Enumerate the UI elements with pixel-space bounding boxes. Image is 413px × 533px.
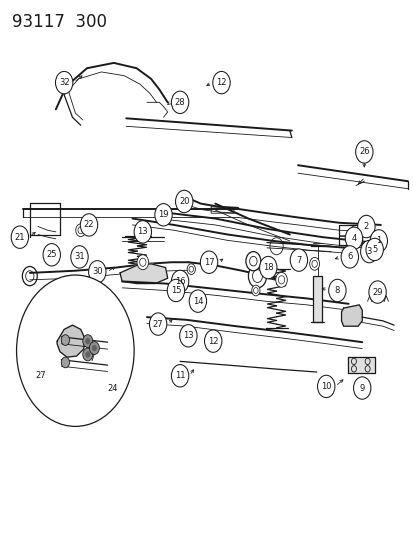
Text: 12: 12: [207, 337, 218, 345]
Text: 6: 6: [347, 253, 351, 261]
Text: 18: 18: [262, 263, 273, 272]
FancyBboxPatch shape: [313, 276, 321, 322]
Circle shape: [71, 246, 88, 268]
Text: 5: 5: [371, 245, 376, 254]
Text: 14: 14: [192, 297, 203, 305]
Text: 25: 25: [46, 251, 57, 259]
Text: 28: 28: [174, 98, 185, 107]
Circle shape: [175, 190, 192, 213]
Text: 26: 26: [358, 148, 369, 156]
Circle shape: [137, 255, 148, 270]
Text: 17: 17: [203, 258, 214, 266]
Text: 27: 27: [152, 320, 163, 328]
Polygon shape: [57, 325, 85, 357]
Text: 20: 20: [178, 197, 189, 206]
Circle shape: [360, 240, 377, 263]
Circle shape: [69, 329, 86, 351]
Text: 4: 4: [351, 234, 356, 243]
Circle shape: [259, 256, 276, 279]
Circle shape: [76, 224, 85, 237]
Text: 93117  300: 93117 300: [12, 13, 107, 31]
Circle shape: [104, 377, 121, 399]
Circle shape: [275, 272, 287, 287]
Circle shape: [89, 342, 99, 354]
Text: 32: 32: [59, 78, 69, 87]
Circle shape: [32, 365, 49, 387]
Circle shape: [80, 214, 97, 236]
Text: 29: 29: [371, 288, 382, 296]
Text: 8: 8: [334, 286, 339, 295]
Circle shape: [61, 335, 69, 345]
Text: 11: 11: [174, 372, 185, 380]
Circle shape: [344, 227, 362, 249]
Circle shape: [154, 204, 172, 226]
Polygon shape: [120, 264, 167, 284]
Circle shape: [290, 249, 307, 271]
Circle shape: [61, 357, 69, 368]
Circle shape: [355, 141, 372, 163]
Circle shape: [134, 221, 151, 243]
Circle shape: [171, 365, 188, 387]
Text: 27: 27: [35, 372, 46, 380]
Circle shape: [83, 348, 93, 361]
Circle shape: [212, 71, 230, 94]
Circle shape: [85, 338, 90, 344]
Text: 16: 16: [174, 277, 185, 286]
Text: 30: 30: [92, 268, 102, 276]
Text: 2: 2: [363, 222, 368, 231]
Circle shape: [167, 279, 184, 302]
Polygon shape: [347, 357, 374, 373]
Circle shape: [11, 226, 28, 248]
Circle shape: [43, 244, 60, 266]
Text: 9: 9: [359, 384, 364, 392]
Circle shape: [171, 91, 188, 114]
Circle shape: [83, 347, 100, 369]
Circle shape: [369, 230, 387, 252]
Text: 12: 12: [216, 78, 226, 87]
Circle shape: [248, 264, 266, 288]
Circle shape: [55, 71, 73, 94]
Circle shape: [83, 335, 93, 348]
Polygon shape: [341, 305, 361, 326]
Text: 7: 7: [89, 354, 94, 362]
Circle shape: [368, 281, 385, 303]
Text: 3: 3: [366, 247, 371, 256]
Circle shape: [92, 345, 97, 351]
Circle shape: [251, 285, 259, 296]
Circle shape: [187, 264, 195, 274]
Circle shape: [204, 330, 221, 352]
Text: 13: 13: [183, 332, 193, 340]
Circle shape: [17, 275, 134, 426]
Circle shape: [357, 215, 374, 238]
Text: 21: 21: [14, 233, 25, 241]
Circle shape: [189, 290, 206, 312]
Text: 1: 1: [375, 237, 380, 245]
Circle shape: [353, 377, 370, 399]
Circle shape: [317, 375, 334, 398]
Text: 31: 31: [74, 253, 85, 261]
Text: 15: 15: [170, 286, 181, 295]
Circle shape: [85, 351, 90, 358]
Circle shape: [365, 238, 382, 261]
Text: 19: 19: [158, 211, 169, 219]
Circle shape: [171, 270, 188, 293]
Circle shape: [149, 313, 166, 335]
Circle shape: [88, 261, 106, 283]
Circle shape: [328, 279, 345, 302]
Text: 13: 13: [137, 228, 148, 236]
Circle shape: [309, 257, 319, 270]
Text: 22: 22: [83, 221, 94, 229]
Circle shape: [200, 251, 217, 273]
Text: 7: 7: [296, 256, 301, 264]
Circle shape: [340, 246, 358, 268]
Circle shape: [245, 252, 260, 271]
Text: 24: 24: [107, 384, 118, 392]
Text: 23: 23: [72, 336, 83, 344]
Text: 10: 10: [320, 382, 331, 391]
Circle shape: [179, 325, 197, 347]
